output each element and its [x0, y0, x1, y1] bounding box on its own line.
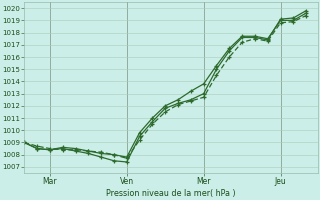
X-axis label: Pression niveau de la mer( hPa ): Pression niveau de la mer( hPa ) — [106, 189, 236, 198]
